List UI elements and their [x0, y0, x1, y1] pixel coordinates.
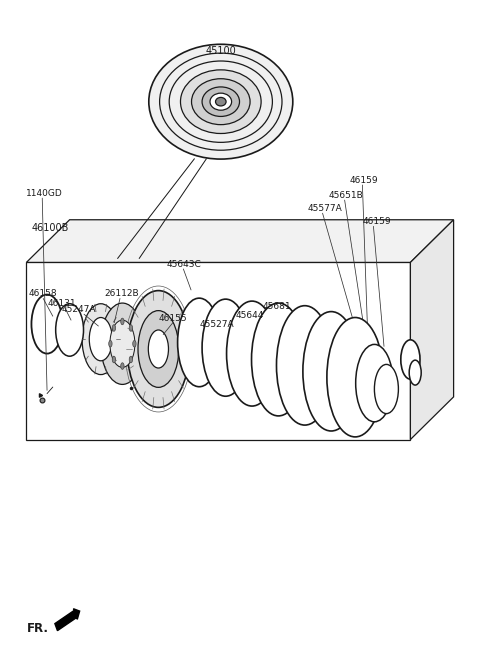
Ellipse shape: [401, 340, 420, 379]
Ellipse shape: [252, 303, 305, 416]
Ellipse shape: [192, 79, 250, 125]
Text: 45577A: 45577A: [307, 204, 342, 213]
Ellipse shape: [110, 320, 135, 367]
Ellipse shape: [210, 93, 232, 110]
Ellipse shape: [121, 318, 124, 325]
Text: 46155: 46155: [158, 314, 187, 323]
Text: 46131: 46131: [48, 298, 77, 308]
Polygon shape: [26, 220, 454, 262]
Polygon shape: [410, 220, 454, 440]
Ellipse shape: [89, 318, 112, 361]
Ellipse shape: [138, 310, 179, 387]
Ellipse shape: [202, 87, 240, 117]
FancyArrow shape: [55, 609, 80, 630]
Ellipse shape: [108, 340, 112, 347]
Ellipse shape: [112, 325, 116, 331]
Text: 46158: 46158: [29, 289, 58, 298]
Text: 45681: 45681: [263, 302, 292, 311]
Ellipse shape: [374, 365, 398, 414]
Ellipse shape: [149, 45, 293, 159]
Ellipse shape: [327, 318, 384, 437]
Ellipse shape: [180, 70, 261, 134]
Ellipse shape: [121, 363, 124, 369]
Ellipse shape: [56, 304, 84, 356]
Polygon shape: [26, 262, 410, 440]
Text: 45100: 45100: [205, 46, 236, 56]
Ellipse shape: [148, 330, 168, 368]
Text: 46159: 46159: [362, 217, 391, 226]
Ellipse shape: [82, 304, 120, 375]
Ellipse shape: [276, 306, 333, 425]
Ellipse shape: [227, 301, 277, 406]
Text: FR.: FR.: [26, 622, 48, 635]
Ellipse shape: [112, 356, 116, 363]
Ellipse shape: [132, 340, 136, 347]
Ellipse shape: [216, 98, 226, 106]
Ellipse shape: [303, 312, 360, 431]
Ellipse shape: [129, 356, 132, 363]
Text: 46100B: 46100B: [31, 223, 69, 233]
Text: 46159: 46159: [349, 176, 378, 185]
Ellipse shape: [129, 325, 132, 331]
Text: 45643C: 45643C: [167, 260, 202, 269]
Text: 45651B: 45651B: [329, 191, 363, 200]
Ellipse shape: [202, 299, 249, 396]
Text: 45247A: 45247A: [61, 305, 96, 314]
Ellipse shape: [409, 360, 421, 385]
Ellipse shape: [356, 344, 393, 422]
Ellipse shape: [178, 298, 221, 386]
Text: 1140GD: 1140GD: [26, 189, 63, 198]
Ellipse shape: [31, 295, 62, 354]
Text: 45644: 45644: [235, 311, 264, 320]
Text: 45527A: 45527A: [199, 320, 234, 329]
Ellipse shape: [127, 291, 190, 407]
Text: 26112B: 26112B: [105, 289, 139, 298]
Ellipse shape: [101, 303, 144, 384]
